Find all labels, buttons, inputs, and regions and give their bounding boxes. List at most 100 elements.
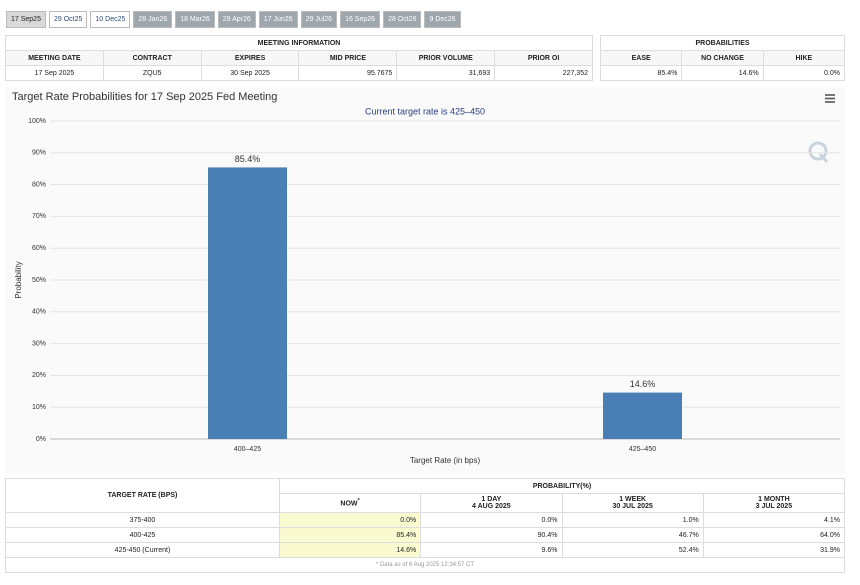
column-header: 1 WEEK 30 JUL 2025 xyxy=(561,493,704,513)
bar xyxy=(603,392,682,439)
probability-cell: 31.9% xyxy=(702,542,846,558)
meeting-tab[interactable]: 10 Dec25 xyxy=(90,11,131,28)
probability-cell: 1.0% xyxy=(561,512,704,528)
column-header: 1 MONTH 3 JUL 2025 xyxy=(702,493,846,513)
menu-icon[interactable] xyxy=(825,94,835,103)
table-cell: 31,693 xyxy=(396,65,496,81)
table-title: MEETING INFORMATION xyxy=(5,35,593,51)
meeting-tabs: 17 Sep25 29 Oct25 10 Dec25 28 Jan26 18 Mar26… xyxy=(6,11,461,28)
table-row: TARGET RATE (BPS) PROBABILITY(%) xyxy=(5,478,845,513)
table-cell: ZQU5 xyxy=(102,65,202,81)
y-tick-label: 90% xyxy=(32,150,46,157)
y-tick-label: 80% xyxy=(32,181,46,188)
column-header: HIKE xyxy=(762,50,846,66)
column-label: 1 MONTH xyxy=(758,496,790,503)
y-axis-title: Probability xyxy=(14,261,23,298)
table-row: EASE NO CHANGE HIKE xyxy=(599,50,846,66)
column-header: NOW* xyxy=(278,493,422,513)
rate-cell: 425-450 (Current) xyxy=(5,542,280,558)
bar xyxy=(208,167,287,439)
y-tick-label: 20% xyxy=(32,372,46,379)
table-row: MEETING DATE CONTRACT EXPIRES MID PRICE PRIO… xyxy=(5,50,593,66)
column-label: NOW xyxy=(340,500,358,508)
y-tick-label: 40% xyxy=(32,309,46,316)
column-header: EASE xyxy=(599,50,683,66)
y-tick-label: 30% xyxy=(32,340,46,347)
probability-cell: 9.6% xyxy=(420,542,563,558)
table-row: 85.4% 14.6% 0.0% xyxy=(599,65,846,81)
column-header: 1 DAY 4 AUG 2025 xyxy=(420,493,563,513)
table-cell: 85.4% xyxy=(599,65,683,81)
rate-cell: 375-400 xyxy=(5,512,280,528)
column-header: MEETING DATE xyxy=(5,50,104,66)
probability-cell: 52.4% xyxy=(561,542,704,558)
table-cell: 30 Sep 2025 xyxy=(200,65,300,81)
table-row: PROBABILITIES xyxy=(600,35,845,51)
y-tick-label: 10% xyxy=(32,404,46,411)
column-header: NO CHANGE xyxy=(681,50,764,66)
meeting-tab[interactable]: 16 Sep26 xyxy=(340,11,381,28)
y-tick-label: 70% xyxy=(32,213,46,220)
probability-cell: 64.0% xyxy=(702,527,846,543)
y-tick-label: 50% xyxy=(32,277,46,284)
chart: Target Rate Probabilities for 17 Sep 202… xyxy=(5,87,845,473)
chart-title: Target Rate Probabilities for 17 Sep 202… xyxy=(12,91,277,103)
column-header: PRIOR OI xyxy=(494,50,593,66)
meeting-tab[interactable]: 18 Mar26 xyxy=(175,11,215,28)
table-title: PROBABILITY(%) xyxy=(279,478,845,494)
table-row: 17 Sep 2025 ZQU5 30 Sep 2025 95.7675 31,693 2… xyxy=(5,65,593,81)
column-header: MID PRICE xyxy=(298,50,398,66)
table-cell: 227,352 xyxy=(494,65,593,81)
table-cell: 0.0% xyxy=(762,65,846,81)
column-header: EXPIRES xyxy=(200,50,300,66)
meeting-tab[interactable]: 17 Jun26 xyxy=(258,11,298,28)
chart-subtitle: Current target rate is 425–450 xyxy=(365,106,485,116)
probability-cell: 85.4% xyxy=(278,527,422,543)
column-label: 1 WEEK xyxy=(619,496,647,503)
history-table: TARGET RATE (BPS) PROBABILITY(%) NOW* 1 DAY… xyxy=(5,478,846,573)
y-tick-label: 0% xyxy=(36,436,46,443)
meeting-tab[interactable]: 9 Dec26 xyxy=(424,11,461,28)
column-header: TARGET RATE (BPS) xyxy=(5,478,280,513)
column-date: 3 JUL 2025 xyxy=(755,503,793,510)
column-header: CONTRACT xyxy=(102,50,202,66)
column-date: 4 AUG 2025 xyxy=(472,503,511,510)
data-label: 85.4% xyxy=(235,154,261,164)
x-tick-label: 425–450 xyxy=(629,446,656,453)
probabilities-table: PROBABILITIES EASE NO CHANGE HIKE 85.4% 14.6%… xyxy=(599,35,846,81)
column-header: PRIOR VOLUME xyxy=(396,50,496,66)
probability-cell: 90.4% xyxy=(420,527,563,543)
probability-cell: 4.1% xyxy=(702,512,846,528)
y-tick-label: 100% xyxy=(28,118,46,125)
probability-cell: 14.6% xyxy=(278,542,422,558)
logo xyxy=(808,141,829,163)
table-row: NOW* 1 DAY 4 AUG 2025 1 WEEK 30 JUL 2025 1 MO… xyxy=(6,493,846,513)
table-row: * Data as of 6 Aug 2025 12:34:57 CT xyxy=(5,557,845,573)
column-label: 1 DAY xyxy=(481,496,502,503)
probability-cell: 0.0% xyxy=(420,512,563,528)
table-row: 400-425 85.4% 90.4% 46.7% 64.0% xyxy=(5,527,846,543)
meeting-tab[interactable]: 17 Sep25 xyxy=(6,11,46,28)
table-cell: 95.7675 xyxy=(298,65,398,81)
y-tick-label: 60% xyxy=(32,245,46,252)
probability-cell: 46.7% xyxy=(561,527,704,543)
meeting-tab[interactable]: 28 Oct26 xyxy=(383,11,422,28)
table-row: 425-450 (Current) 14.6% 9.6% 52.4% 31.9% xyxy=(5,542,846,558)
table-cell: 14.6% xyxy=(681,65,764,81)
table-cell: 17 Sep 2025 xyxy=(5,65,104,81)
meeting-tab[interactable]: 28 Jan26 xyxy=(133,11,173,28)
probability-cell: 0.0% xyxy=(278,512,422,528)
meeting-info-table: MEETING INFORMATION MEETING DATE CONTRACT E… xyxy=(5,35,593,81)
column-note: * xyxy=(357,498,360,505)
meeting-tab[interactable]: 29 Apr26 xyxy=(217,11,256,28)
table-title: PROBABILITIES xyxy=(600,35,845,51)
meeting-tab[interactable]: 29 Oct25 xyxy=(48,11,88,28)
data-label: 14.6% xyxy=(630,379,656,389)
table-row: MEETING INFORMATION xyxy=(5,35,593,51)
logo-ring xyxy=(808,141,828,161)
logo-tail xyxy=(818,153,829,163)
table-row: 375-400 0.0% 0.0% 1.0% 4.1% xyxy=(5,512,846,528)
meeting-tab[interactable]: 29 Jul26 xyxy=(300,11,338,28)
x-axis-title: Target Rate (in bps) xyxy=(410,456,481,465)
